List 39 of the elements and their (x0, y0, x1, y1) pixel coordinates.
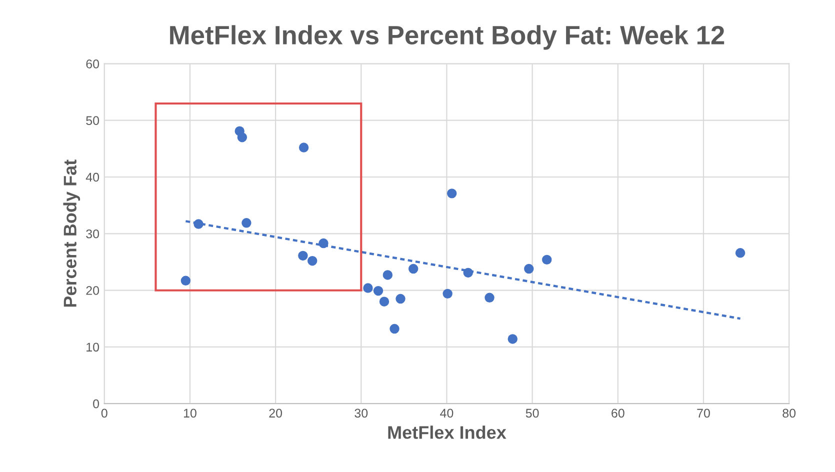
y-tick-label: 0 (93, 399, 100, 408)
x-tick-label: 60 (612, 408, 624, 418)
point (396, 294, 406, 304)
y-tick-label: 60 (86, 60, 100, 68)
point (298, 250, 308, 261)
point (363, 283, 373, 293)
y-tick-label: 20 (86, 286, 100, 295)
x-tick-label: 10 (184, 408, 196, 418)
point (180, 276, 191, 286)
point (508, 334, 518, 344)
point (542, 254, 552, 265)
y-tick-label: 30 (86, 229, 100, 238)
point (447, 188, 457, 198)
x-axis-title: MetFlex Index (388, 426, 506, 439)
x-tick-label: 50 (526, 408, 539, 418)
x-tick-label: 20 (269, 408, 282, 418)
y-axis-title: Percent Body Fat (63, 160, 80, 307)
point (379, 296, 390, 306)
point (408, 264, 418, 274)
chart-title: MetFlex Index vs Percent Body Fat: Week 12 (170, 25, 724, 50)
x-tick-label: 0 (101, 408, 108, 418)
point (382, 270, 393, 280)
x-tick-label: 40 (440, 408, 454, 418)
point (484, 292, 494, 303)
point (298, 142, 309, 152)
y-tick-label: 10 (86, 342, 100, 352)
x-tick-label: 70 (697, 408, 710, 418)
point (524, 264, 534, 274)
point (242, 218, 252, 228)
x-tick-label: 30 (354, 408, 368, 418)
y-tick-label: 40 (86, 172, 100, 182)
point (442, 288, 452, 299)
point (237, 132, 248, 142)
x-tick-label: 80 (782, 408, 796, 418)
point (307, 256, 318, 266)
point (390, 324, 400, 334)
y-tick-label: 50 (86, 116, 100, 126)
point (735, 248, 746, 258)
point (373, 286, 384, 296)
